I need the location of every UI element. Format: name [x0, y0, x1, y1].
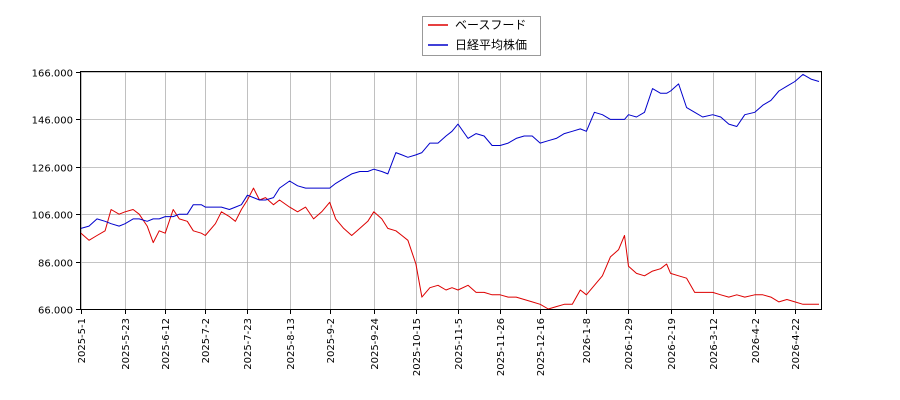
x-tick-label: 2025-7-2 — [201, 318, 212, 363]
x-tick-label: 2025-12-16 — [536, 318, 547, 376]
y-tick-label: 86.000 — [38, 259, 73, 270]
grid — [81, 72, 821, 310]
x-tick-label: 2025-11-26 — [496, 318, 507, 376]
x-tick-label: 2025-5-1 — [77, 318, 88, 363]
y-tick-label: 106.000 — [32, 211, 73, 222]
y-tick-label: 166.000 — [32, 69, 73, 80]
series-lines — [80, 73, 820, 310]
legend-label-nikkei: 日経平均株価 — [455, 37, 527, 52]
x-tick-label: 2026-3-12 — [709, 318, 720, 370]
y-axis: 66.000 86.000 106.000 126.000 146.000 166.000 — [32, 69, 81, 317]
legend-label-base-food: ベースフード — [455, 18, 526, 32]
x-tick-label: 2025-6-12 — [161, 318, 172, 370]
y-tick-label: 66.000 — [38, 306, 73, 317]
x-tick-label: 2026-1-29 — [624, 318, 635, 370]
x-tick-label: 2025-7-23 — [243, 318, 254, 370]
y-tick-label: 126.000 — [32, 164, 73, 175]
x-tick-label: 2025-9-24 — [370, 318, 381, 370]
x-tick-label: 2026-4-2 — [751, 318, 762, 363]
x-tick-label: 2025-5-23 — [121, 318, 132, 370]
x-tick-label: 2025-8-13 — [286, 318, 297, 370]
x-tick-label: 2026-1-8 — [582, 318, 593, 363]
plot-frame — [80, 71, 822, 310]
legend: ベースフード 日経平均株価 — [422, 16, 541, 56]
x-tick-label: 2025-9-2 — [326, 318, 337, 363]
x-tick-label: 2026-4-22 — [791, 318, 802, 370]
series-line-base-food — [80, 187, 819, 310]
x-tick-label: 2026-2-19 — [667, 318, 678, 370]
y-tick-label: 146.000 — [32, 116, 73, 127]
x-axis: 2025-5-1 2025-5-23 2025-6-12 2025-7-2 2025-7… — [77, 309, 802, 376]
series-line-nikkei — [80, 73, 820, 229]
x-tick-label: 2025-10-15 — [412, 318, 423, 376]
x-tick-label: 2025-11-5 — [454, 318, 465, 370]
legend-box — [422, 16, 541, 56]
